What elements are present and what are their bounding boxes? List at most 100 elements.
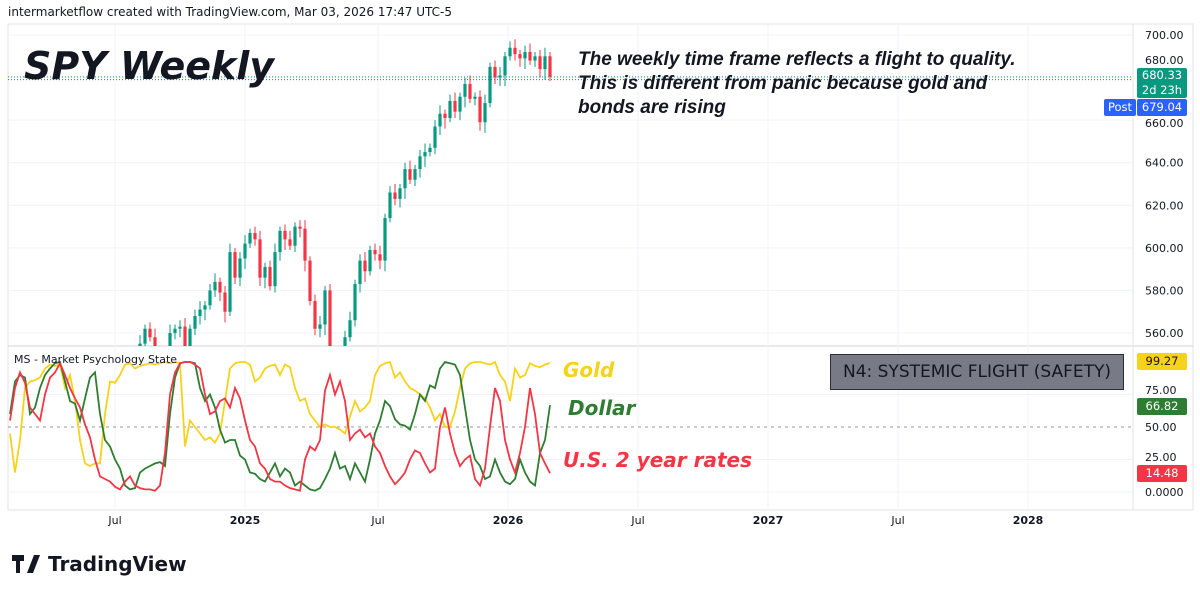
candle: [353, 284, 357, 321]
candle: [208, 290, 212, 306]
rates-value-tag: 14.48: [1137, 465, 1187, 482]
annotation-line: The weekly time frame reflects a flight …: [578, 49, 1016, 70]
annotation-line: bonds are rising: [578, 97, 726, 118]
candle: [373, 249, 377, 255]
candle: [13, 493, 16, 504]
y-tick-label: 640.00: [1145, 157, 1184, 170]
state-box: N4: SYSTEMIC FLIGHT (SAFETY): [830, 354, 1124, 390]
x-tick-label: 2027: [753, 514, 784, 527]
x-tick-label: 2025: [230, 514, 261, 527]
candle: [378, 254, 382, 261]
candle: [513, 47, 517, 55]
candle: [228, 252, 232, 312]
chart-frame: [7, 23, 1194, 511]
candle: [23, 482, 26, 486]
candle: [238, 258, 242, 278]
y-tick-label: 0.0000: [1145, 486, 1184, 499]
candle: [248, 232, 252, 244]
candle: [188, 328, 192, 346]
y-tick-label: 75.00: [1145, 384, 1177, 397]
candle: [138, 343, 142, 346]
candle: [38, 456, 41, 460]
candle: [93, 435, 96, 444]
candle: [198, 309, 202, 316]
y-tick-label: 50.00: [1145, 421, 1177, 434]
candle: [33, 461, 36, 474]
candle: [488, 66, 492, 104]
candle: [398, 188, 402, 199]
y-tick-label: 620.00: [1145, 199, 1184, 212]
candle: [443, 113, 447, 119]
tradingview-logo[interactable]: TradingView: [12, 552, 187, 576]
x-tick-label: Jul: [370, 514, 384, 527]
candle: [478, 96, 482, 123]
candle: [543, 56, 547, 70]
candle: [423, 152, 427, 157]
candle: [278, 230, 282, 253]
candle: [233, 252, 237, 278]
post-label: Post: [1104, 99, 1136, 116]
y-tick-label: 700.00: [1145, 29, 1184, 42]
candle: [283, 230, 287, 240]
candle: [143, 328, 147, 344]
candle: [168, 333, 172, 346]
candle: [463, 83, 467, 97]
candle: [523, 52, 527, 59]
candle: [438, 113, 442, 127]
candle: [533, 56, 537, 61]
candle: [528, 52, 532, 61]
rates-line: [9, 361, 551, 492]
candle: [73, 422, 76, 439]
candle: [383, 218, 387, 261]
chart-title: SPY Weekly: [24, 44, 275, 88]
candle: [218, 281, 222, 293]
candle: [28, 473, 31, 482]
candle: [48, 439, 51, 443]
candle: [493, 66, 497, 78]
gold-value-tag: 99.27: [1137, 353, 1187, 370]
candle: [323, 290, 327, 325]
chart-header: intermarketflow created with TradingView…: [8, 5, 452, 19]
bar-countdown: 2d 23h: [1141, 83, 1183, 97]
candle: [183, 326, 187, 346]
candle: [253, 232, 257, 240]
candle: [178, 326, 182, 329]
candle: [328, 290, 332, 346]
dollar-label: Dollar: [568, 396, 636, 420]
dollar-value-tag: 66.82: [1137, 398, 1187, 415]
candle: [458, 96, 462, 112]
candle: [68, 422, 71, 428]
candle: [333, 390, 336, 447]
candle: [453, 100, 457, 112]
candle: [448, 100, 452, 119]
logo-text: TradingView: [48, 552, 187, 576]
x-tick-label: Jul: [107, 514, 121, 527]
candle: [258, 239, 262, 278]
indicator-name[interactable]: MS - Market Psychology State: [14, 353, 178, 366]
candle: [293, 226, 297, 246]
candle: [358, 260, 362, 285]
candle: [363, 260, 367, 272]
candle: [428, 147, 432, 153]
x-tick-label: 2028: [1013, 514, 1044, 527]
candle: [148, 328, 152, 338]
candle: [538, 56, 542, 70]
candle: [548, 56, 552, 77]
x-tick-label: 2026: [493, 514, 524, 527]
x-tick-label: Jul: [890, 514, 904, 527]
x-tick-label: Jul: [630, 514, 644, 527]
candle: [213, 281, 217, 291]
candle: [348, 320, 352, 338]
candle: [503, 56, 507, 76]
candle: [403, 169, 407, 189]
candle: [368, 249, 372, 272]
y-tick-label: 560.00: [1145, 327, 1184, 340]
candle: [508, 47, 512, 57]
candle: [473, 96, 477, 99]
y-tick-label: 600.00: [1145, 242, 1184, 255]
candle: [408, 169, 412, 180]
candle: [433, 126, 437, 148]
candle: [313, 301, 317, 329]
candle: [193, 315, 197, 329]
